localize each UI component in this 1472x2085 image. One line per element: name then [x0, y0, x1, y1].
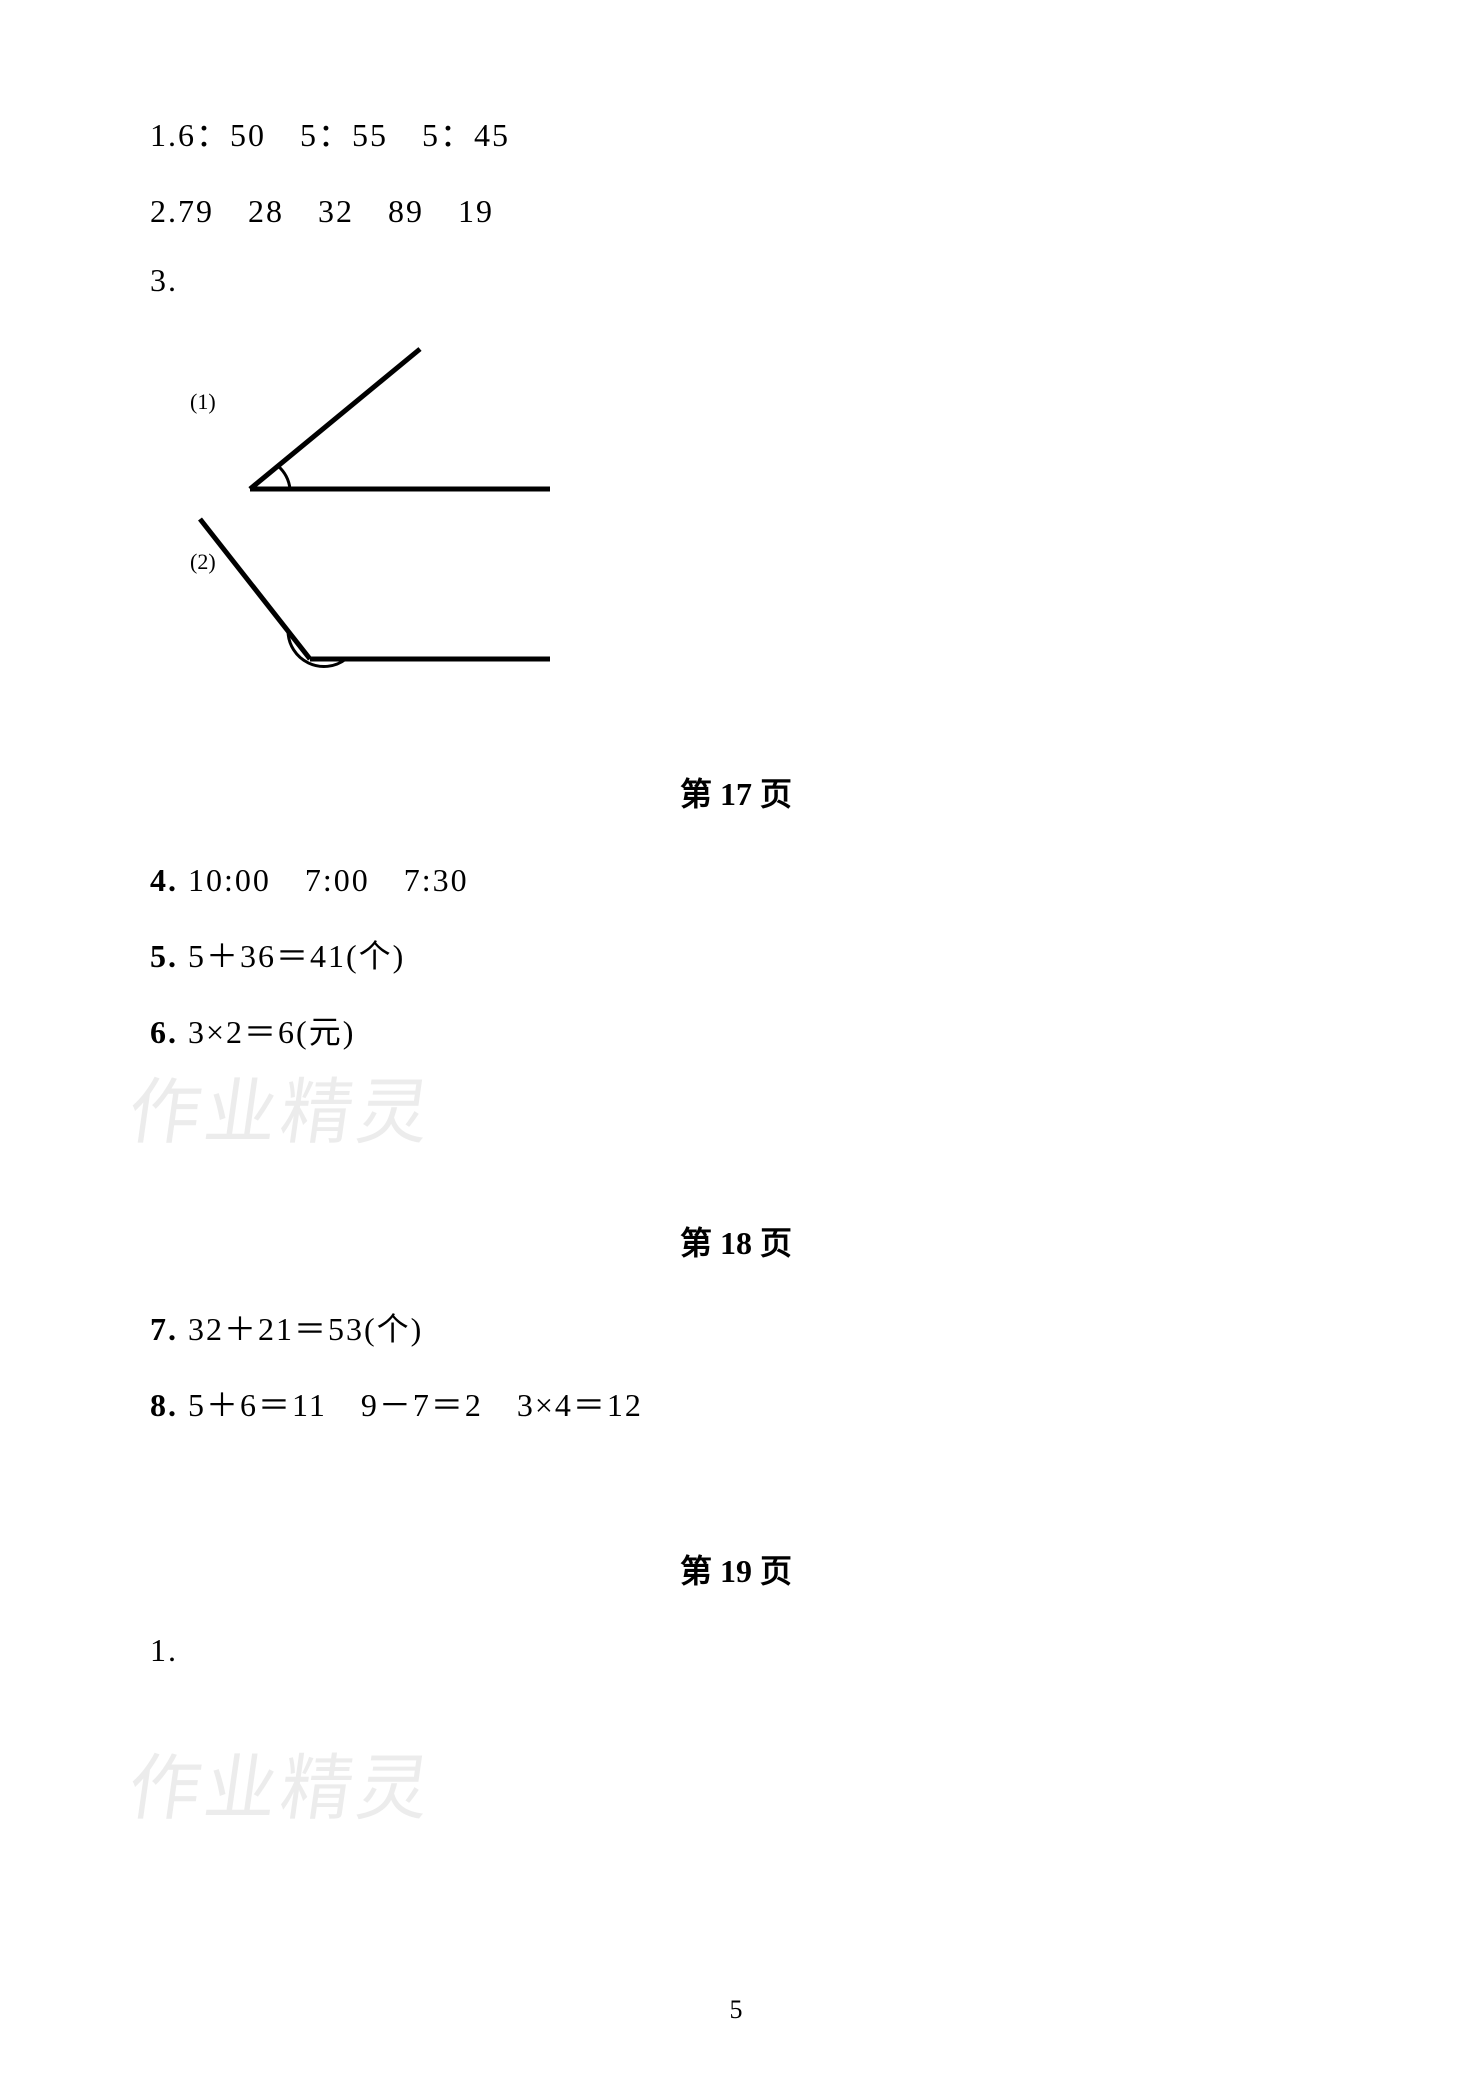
angle-diagram-svg: (1) (2) [170, 329, 570, 709]
answer-line-6: 6. 3×2＝6(元) [150, 1007, 1322, 1053]
answer-8-text: 5＋6＝11 9－7＝2 3×4＝12 [188, 1387, 643, 1423]
answer-line-5: 5. 5＋36＝41(个) [150, 931, 1322, 977]
answer-6-text: 3×2＝6(元) [188, 1014, 355, 1050]
answer-line-9: 1. [150, 1632, 1322, 1669]
watermark-2: 作业精灵 [123, 1729, 1330, 1834]
page-19-header: 第 19 页 [150, 1546, 1322, 1592]
page-content: 1.6：50 5：55 5：45 2.79 28 32 89 19 3. (1)… [150, 110, 1322, 1834]
svg-text:(1): (1) [190, 389, 216, 414]
page-19-block: 1. [150, 1632, 1322, 1669]
page-18-header: 第 18 页 [150, 1218, 1322, 1264]
page-17-block: 4. 10:00 7:00 7:30 5. 5＋36＝41(个) 6. 3×2＝… [150, 855, 1322, 1158]
answer-line-2: 2.79 28 32 89 19 [150, 186, 1322, 232]
page-17-header: 第 17 页 [150, 769, 1322, 815]
page-18-block: 7. 32＋21＝53(个) 8. 5＋6＝11 9－7＝2 3×4＝12 [150, 1304, 1322, 1426]
answer-line-7: 7. 32＋21＝53(个) [150, 1304, 1322, 1350]
answer-line-3: 3. [150, 262, 1322, 299]
watermark-1: 作业精灵 [123, 1053, 1330, 1158]
answer-8-number: 8. [150, 1387, 188, 1423]
svg-text:(2): (2) [190, 549, 216, 574]
answer-5-number: 5. [150, 938, 188, 974]
answer-line-1: 1.6：50 5：55 5：45 [150, 110, 1322, 156]
answer-7-text: 32＋21＝53(个) [188, 1311, 423, 1347]
answer-4-number: 4. [150, 862, 188, 898]
answer-6-number: 6. [150, 1014, 188, 1050]
answer-4-text: 10:00 7:00 7:30 [188, 862, 469, 898]
answer-line-8: 8. 5＋6＝11 9－7＝2 3×4＝12 [150, 1380, 1322, 1426]
answer-line-4: 4. 10:00 7:00 7:30 [150, 855, 1322, 901]
answer-5-text: 5＋36＝41(个) [188, 938, 405, 974]
page-number: 5 [730, 1995, 743, 2025]
angle-diagram-container: (1) (2) [170, 329, 1322, 709]
answer-7-number: 7. [150, 1311, 188, 1347]
